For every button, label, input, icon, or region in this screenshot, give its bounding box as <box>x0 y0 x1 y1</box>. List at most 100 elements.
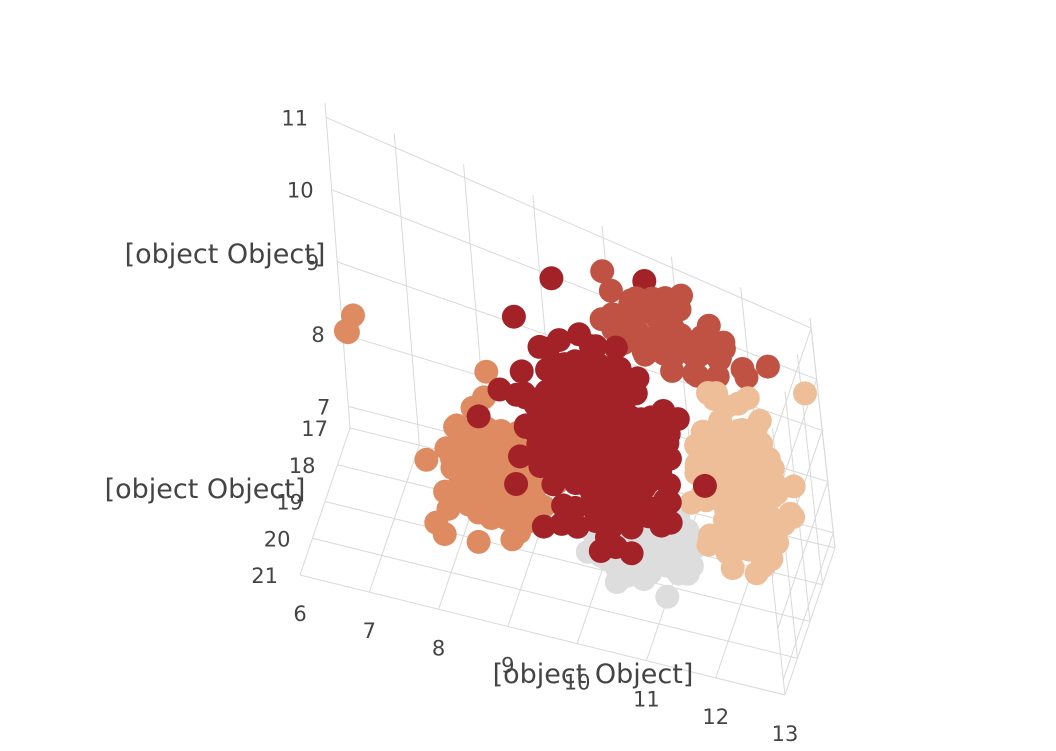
data-point <box>674 332 698 357</box>
data-point <box>746 476 771 501</box>
data-point <box>580 430 605 454</box>
data-point <box>536 336 560 361</box>
data-point <box>755 354 780 379</box>
data-point <box>434 436 459 461</box>
z-tick-label: 10 <box>287 179 314 203</box>
data-point <box>513 413 538 438</box>
data-point <box>749 555 774 580</box>
x-tick-label: 12 <box>702 705 729 729</box>
data-point <box>622 314 646 338</box>
grid-line-back-z <box>325 116 812 329</box>
data-point <box>778 501 803 526</box>
grid-line-back-x <box>324 102 351 429</box>
x-tick-label: 7 <box>363 619 376 643</box>
data-point <box>565 514 590 539</box>
data-point <box>574 357 599 381</box>
x-tick-label: 6 <box>293 602 306 626</box>
data-point <box>487 377 512 402</box>
data-point <box>597 509 622 534</box>
data-point <box>675 561 700 586</box>
data-point <box>567 322 591 347</box>
grid-line-side-y <box>809 317 836 549</box>
data-point <box>685 363 710 388</box>
data-point <box>491 500 516 525</box>
data-point <box>704 381 728 406</box>
data-point <box>692 473 717 498</box>
data-point <box>596 416 621 441</box>
x-tick-label: 9 <box>501 653 514 677</box>
x-tick-label: 10 <box>564 671 591 695</box>
y-tick-label: 21 <box>251 564 278 588</box>
data-point <box>655 584 680 609</box>
data-point <box>590 259 615 284</box>
data-point <box>735 386 760 411</box>
data-point <box>599 360 624 385</box>
data-point <box>335 320 360 345</box>
data-point <box>711 336 736 361</box>
data-point <box>524 390 549 415</box>
data-point <box>557 368 582 393</box>
data-point <box>722 421 747 446</box>
data-point <box>575 406 600 431</box>
data-point <box>618 405 643 430</box>
data-point <box>539 266 564 291</box>
data-point <box>466 529 491 554</box>
data-point <box>669 533 694 558</box>
z-tick-label: 9 <box>306 251 319 275</box>
x-tick-label: 8 <box>432 636 445 660</box>
data-point <box>414 447 439 472</box>
x-axis-title: [object Object] <box>493 659 694 690</box>
data-point <box>449 475 474 500</box>
data-point <box>686 433 711 458</box>
data-point <box>474 359 499 384</box>
data-point <box>424 510 449 535</box>
x-tick-label: 13 <box>772 722 799 746</box>
data-point <box>598 278 623 303</box>
data-point <box>731 503 756 527</box>
data-point <box>597 480 622 505</box>
data-point <box>531 514 556 539</box>
data-point <box>713 528 738 553</box>
data-point <box>696 313 721 338</box>
y-tick-label: 20 <box>264 527 291 551</box>
data-point <box>781 474 806 499</box>
data-point <box>793 381 817 406</box>
data-point <box>467 437 491 462</box>
z-axis-title: [object Object] <box>125 239 326 270</box>
y-tick-label: 19 <box>276 491 303 515</box>
data-point <box>466 404 491 429</box>
data-point <box>594 395 619 420</box>
data-point <box>504 472 529 496</box>
z-tick-label: 7 <box>317 395 330 419</box>
data-point <box>508 444 532 469</box>
data-point <box>610 432 635 457</box>
data-points <box>333 259 817 609</box>
grid-line-floor-y <box>299 574 786 696</box>
data-point <box>630 473 655 498</box>
grid-line-floor-y <box>324 501 811 622</box>
grid-line-side-z <box>777 481 829 629</box>
data-point <box>526 432 551 457</box>
data-point <box>734 365 759 390</box>
data-point <box>735 535 760 560</box>
data-point <box>651 341 676 366</box>
data-point <box>588 539 613 563</box>
data-point <box>755 528 780 553</box>
x-tick-label: 11 <box>633 688 660 712</box>
tick-labels: 6 7 8 9 10 11 12 13 17 18 19 20 21 7 8 9 10 11 <box>251 106 798 746</box>
grid-line-floor-y <box>312 537 798 659</box>
z-tick-label: 8 <box>311 323 324 347</box>
data-point <box>629 288 653 313</box>
data-point <box>653 433 677 458</box>
y-axis-title: [object Object] <box>105 474 306 505</box>
grid-line-side-z <box>782 532 834 680</box>
data-point <box>648 503 673 528</box>
data-point <box>623 381 648 406</box>
data-point <box>704 431 729 456</box>
data-point <box>509 359 534 384</box>
grid-line-back-x <box>393 133 420 446</box>
data-point <box>501 304 526 329</box>
data-point <box>752 452 777 477</box>
